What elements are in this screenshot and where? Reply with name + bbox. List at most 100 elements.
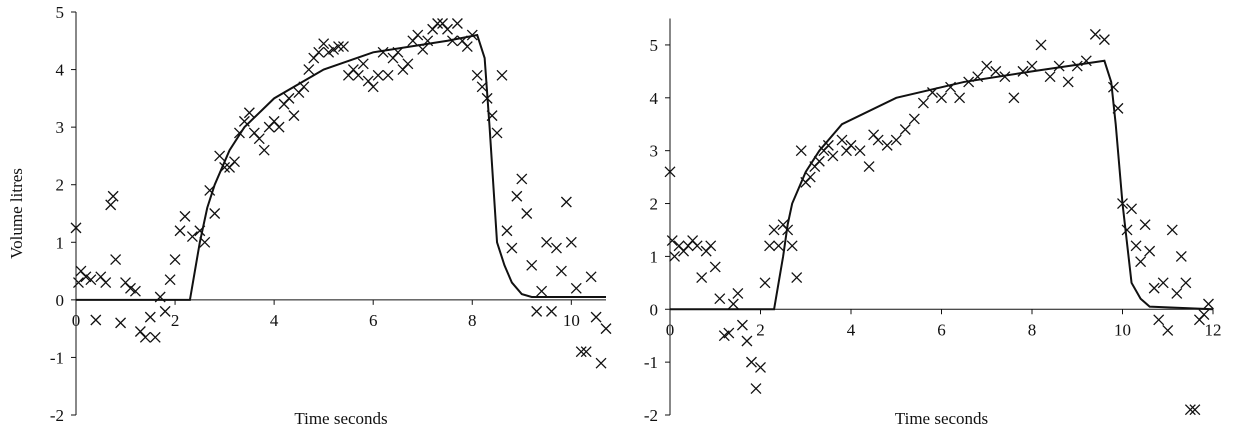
data-point (377, 46, 389, 58)
data-point (795, 145, 807, 157)
data-point (1008, 92, 1020, 104)
data-point (750, 383, 762, 395)
data-point (872, 134, 884, 146)
y-tick-label: 4 (650, 89, 659, 108)
data-point (759, 277, 771, 289)
data-point (283, 92, 295, 104)
data-point (1171, 287, 1183, 299)
data-point (491, 127, 503, 139)
y-tick-label: 1 (56, 233, 65, 252)
data-point (501, 225, 513, 237)
data-point (709, 261, 721, 273)
data-point (169, 254, 181, 266)
data-point (1071, 60, 1083, 72)
y-tick-label: -2 (644, 406, 658, 425)
data-point (273, 121, 285, 133)
data-point (506, 242, 518, 254)
x-tick-label: 10 (1114, 320, 1131, 339)
data-point (773, 240, 785, 252)
data-point (764, 240, 776, 252)
x-tick-label: 8 (1028, 320, 1037, 339)
data-point (1175, 250, 1187, 262)
data-point (1053, 60, 1065, 72)
data-point (313, 46, 325, 58)
data-point (727, 298, 739, 310)
data-point (73, 277, 84, 289)
y-tick-label: 0 (650, 300, 659, 319)
x-axis-label: Time seconds (895, 409, 988, 428)
data-point (1184, 404, 1196, 416)
data-point (755, 361, 766, 373)
data-point (1017, 65, 1029, 77)
data-point (471, 69, 483, 81)
data-point (159, 305, 171, 317)
data-point (1121, 224, 1133, 236)
data-point (367, 81, 379, 93)
data-point (125, 282, 136, 294)
data-point (1144, 245, 1156, 257)
data-point (432, 18, 444, 29)
y-tick-label: 1 (650, 247, 659, 266)
data-point (333, 41, 344, 53)
data-point (736, 319, 748, 331)
y-tick-label: 5 (56, 3, 65, 22)
y-tick-label: -1 (50, 348, 64, 367)
data-point (1189, 404, 1201, 416)
data-point (899, 124, 911, 135)
data-point (804, 171, 816, 183)
data-point (1153, 314, 1165, 326)
x-tick-label: 12 (1205, 320, 1222, 339)
data-point (70, 222, 82, 234)
data-point (575, 346, 587, 358)
data-point (531, 305, 543, 317)
data-point (768, 224, 780, 236)
data-point (258, 144, 270, 156)
data-point (323, 46, 335, 58)
data-point (555, 265, 567, 277)
data-point (1135, 256, 1147, 268)
data-point (382, 69, 394, 81)
data-point (243, 107, 255, 119)
data-point (357, 58, 369, 70)
data-point (338, 41, 349, 53)
data-point (144, 311, 156, 323)
data-point (100, 277, 112, 289)
data-point (129, 285, 141, 297)
data-point (854, 145, 866, 157)
x-tick-label: 6 (369, 311, 378, 330)
data-point (917, 97, 929, 109)
data-point (1203, 298, 1214, 310)
y-tick-label: 0 (56, 291, 65, 310)
fit-line (670, 59, 1214, 311)
data-point (149, 331, 161, 343)
data-point (110, 254, 122, 266)
y-tick-label: 2 (56, 176, 65, 195)
x-tick-label: 4 (847, 320, 856, 339)
data-point (521, 208, 533, 219)
data-point (560, 196, 572, 208)
x-tick-label: 6 (937, 320, 946, 339)
data-point (526, 259, 538, 271)
data-point (1157, 277, 1169, 289)
data-point (90, 314, 102, 326)
data-point (139, 331, 151, 343)
data-point (669, 250, 680, 262)
data-point (570, 282, 582, 294)
data-point (288, 110, 300, 122)
data-point (600, 323, 612, 335)
data-point (107, 190, 119, 202)
data-point (732, 287, 744, 299)
x-axis-label: Time seconds (294, 409, 387, 428)
x-tick-label: 10 (563, 311, 580, 330)
data-point (80, 271, 92, 283)
data-point (1089, 28, 1101, 40)
data-point (551, 242, 562, 254)
data-point (179, 210, 191, 222)
data-point (585, 271, 597, 283)
data-point (461, 41, 473, 53)
data-point (253, 133, 265, 145)
data-point (1130, 240, 1142, 252)
data-point (402, 58, 414, 70)
x-tick-label: 0 (72, 311, 81, 330)
